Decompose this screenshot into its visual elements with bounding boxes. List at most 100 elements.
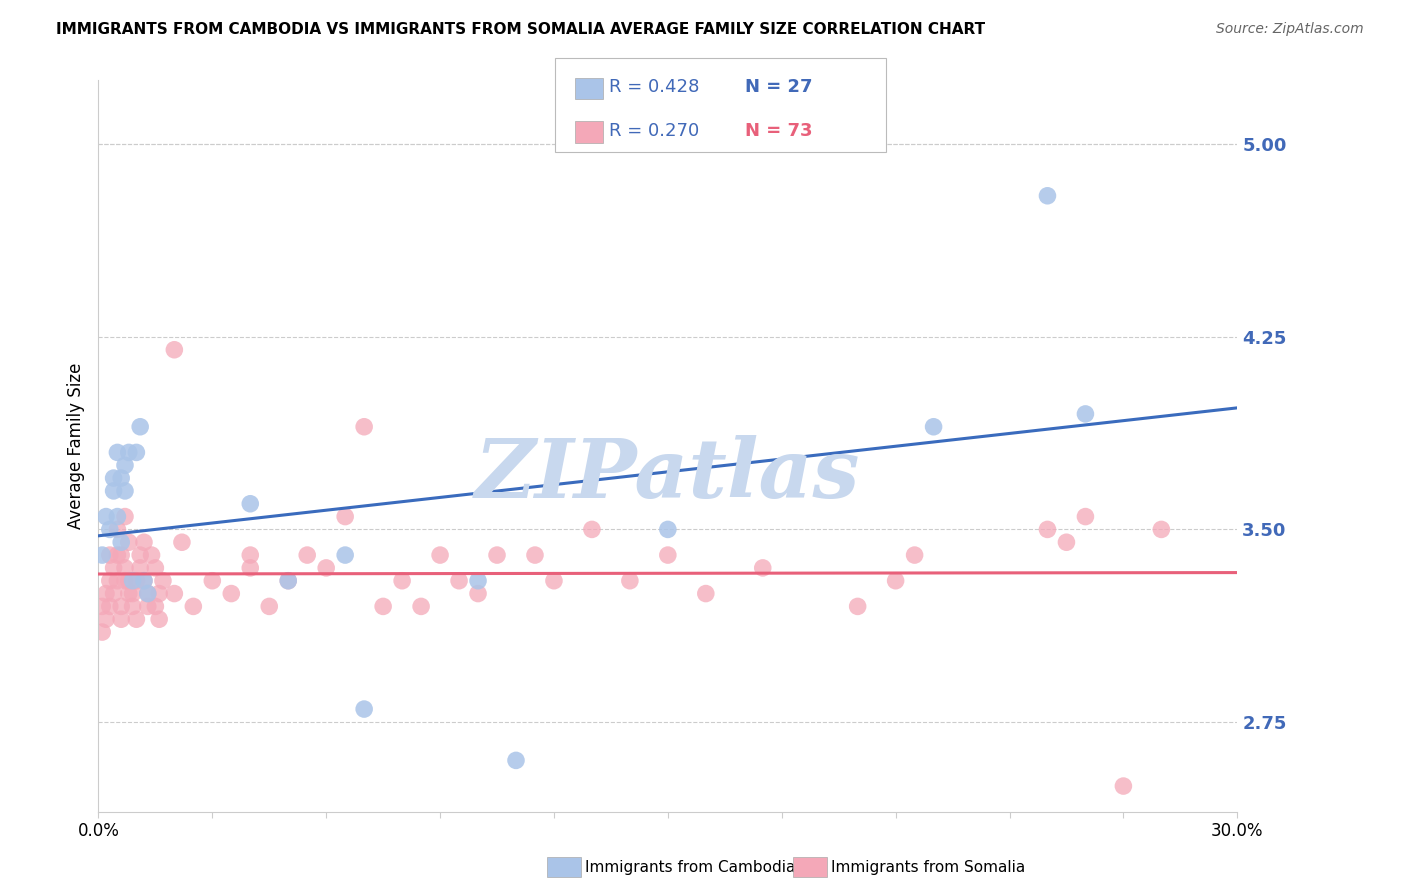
Point bbox=[94, 586, 117, 600]
Point bbox=[429, 548, 451, 562]
Point bbox=[239, 497, 262, 511]
Point bbox=[657, 548, 679, 562]
Point bbox=[145, 561, 167, 575]
Point bbox=[904, 548, 927, 562]
Point bbox=[136, 599, 159, 614]
Point bbox=[98, 548, 121, 562]
Point bbox=[353, 419, 375, 434]
Point bbox=[136, 586, 159, 600]
Text: ZIPatlas: ZIPatlas bbox=[475, 435, 860, 516]
Point bbox=[152, 574, 174, 588]
Text: Source: ZipAtlas.com: Source: ZipAtlas.com bbox=[1216, 22, 1364, 37]
Point bbox=[125, 574, 148, 588]
Point bbox=[239, 548, 262, 562]
Point bbox=[581, 523, 603, 537]
Point bbox=[94, 509, 117, 524]
Point bbox=[1036, 188, 1059, 202]
Point bbox=[148, 612, 170, 626]
Point bbox=[132, 535, 155, 549]
Point bbox=[98, 523, 121, 537]
Text: IMMIGRANTS FROM CAMBODIA VS IMMIGRANTS FROM SOMALIA AVERAGE FAMILY SIZE CORRELAT: IMMIGRANTS FROM CAMBODIA VS IMMIGRANTS F… bbox=[56, 22, 986, 37]
Text: R = 0.428: R = 0.428 bbox=[609, 78, 699, 96]
Point bbox=[114, 574, 136, 588]
Point bbox=[163, 343, 186, 357]
Text: Immigrants from Somalia: Immigrants from Somalia bbox=[831, 860, 1025, 874]
Point bbox=[259, 599, 281, 614]
Point bbox=[145, 599, 167, 614]
Point bbox=[505, 753, 527, 767]
Point bbox=[107, 445, 129, 459]
Point bbox=[148, 586, 170, 600]
Point bbox=[221, 586, 243, 600]
Point bbox=[371, 599, 394, 614]
Point bbox=[335, 548, 357, 562]
Point bbox=[107, 509, 129, 524]
Point bbox=[110, 548, 132, 562]
Point bbox=[91, 625, 114, 640]
Point bbox=[98, 599, 121, 614]
Point bbox=[107, 523, 129, 537]
Point bbox=[110, 599, 132, 614]
Point bbox=[118, 574, 141, 588]
Point bbox=[1112, 779, 1135, 793]
Point bbox=[467, 574, 489, 588]
Point bbox=[277, 574, 299, 588]
Point bbox=[110, 535, 132, 549]
Point bbox=[118, 535, 141, 549]
Point bbox=[695, 586, 717, 600]
Point bbox=[110, 612, 132, 626]
Point bbox=[129, 419, 152, 434]
Point bbox=[141, 548, 163, 562]
Text: N = 27: N = 27 bbox=[745, 78, 813, 96]
Point bbox=[163, 586, 186, 600]
Point bbox=[752, 561, 775, 575]
Point bbox=[1036, 523, 1059, 537]
Point bbox=[118, 445, 141, 459]
Point bbox=[543, 574, 565, 588]
Point bbox=[846, 599, 869, 614]
Point bbox=[411, 599, 433, 614]
Point bbox=[125, 445, 148, 459]
Point bbox=[114, 483, 136, 498]
Point bbox=[107, 548, 129, 562]
Point bbox=[129, 548, 152, 562]
Point bbox=[91, 548, 114, 562]
Point bbox=[91, 599, 114, 614]
Point bbox=[449, 574, 471, 588]
Point bbox=[657, 523, 679, 537]
Point bbox=[353, 702, 375, 716]
Point bbox=[170, 535, 193, 549]
Point bbox=[132, 574, 155, 588]
Point bbox=[114, 458, 136, 473]
Point bbox=[201, 574, 224, 588]
Point bbox=[922, 419, 945, 434]
Point bbox=[486, 548, 509, 562]
Point bbox=[121, 574, 143, 588]
Point bbox=[103, 561, 125, 575]
Point bbox=[129, 561, 152, 575]
Point bbox=[110, 471, 132, 485]
Point bbox=[391, 574, 413, 588]
Point bbox=[1150, 523, 1173, 537]
Point bbox=[114, 509, 136, 524]
Point bbox=[467, 586, 489, 600]
Point bbox=[315, 561, 337, 575]
Point bbox=[121, 599, 143, 614]
Y-axis label: Average Family Size: Average Family Size bbox=[66, 363, 84, 529]
Point bbox=[103, 586, 125, 600]
Point bbox=[132, 574, 155, 588]
Point bbox=[136, 586, 159, 600]
Point bbox=[125, 612, 148, 626]
Point bbox=[1056, 535, 1078, 549]
Point bbox=[103, 471, 125, 485]
Point bbox=[619, 574, 641, 588]
Point bbox=[107, 574, 129, 588]
Point bbox=[335, 509, 357, 524]
Point bbox=[98, 574, 121, 588]
Point bbox=[297, 548, 319, 562]
Point bbox=[239, 561, 262, 575]
Point bbox=[524, 548, 547, 562]
Point bbox=[103, 483, 125, 498]
Point bbox=[884, 574, 907, 588]
Point bbox=[183, 599, 205, 614]
